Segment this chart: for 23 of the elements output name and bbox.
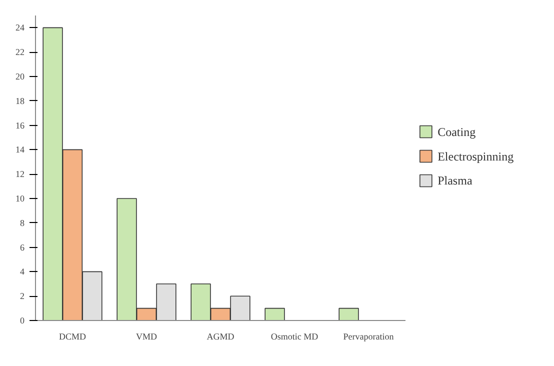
y-tick-label: 16: [16, 120, 25, 130]
y-tick-label: 0: [20, 316, 25, 326]
y-tick-label: 8: [20, 218, 25, 228]
bar: [338, 308, 359, 320]
y-tick-label: 2: [20, 291, 24, 302]
x-tick-label: VMD: [136, 332, 158, 342]
legend-label: Plasma: [438, 174, 473, 188]
bar: [264, 308, 285, 320]
y-tick-label: 18: [16, 96, 25, 106]
x-tick-label: Pervaporation: [343, 332, 394, 342]
y-tick-label: 20: [16, 72, 25, 82]
legend-label: Electrospinning: [438, 149, 514, 164]
legend-label: Coating: [438, 124, 476, 139]
y-tick-label: 22: [16, 47, 24, 58]
x-tick-label: Osmotic MD: [270, 332, 319, 342]
y-tick-label: 4: [20, 266, 25, 277]
y-tick-label: 14: [16, 144, 25, 155]
y-tick-label: 24: [16, 22, 25, 33]
x-tick-label: AGMD: [206, 332, 235, 342]
y-tick-label: 12: [16, 169, 24, 180]
y-tick-label: 10: [16, 194, 25, 204]
y-tick-label: 6: [20, 242, 25, 252]
x-tick-label: DCMD: [59, 332, 87, 342]
